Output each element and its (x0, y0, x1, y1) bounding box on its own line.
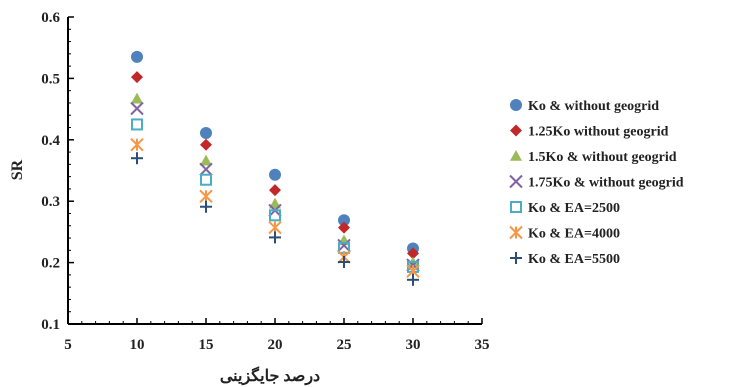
marker-diamond (200, 138, 212, 151)
marker-circle (510, 99, 522, 111)
legend-label: 1.5Ko & without geogrid (528, 150, 677, 165)
legend-marker (510, 252, 522, 264)
marker-square (200, 173, 212, 186)
data-point (269, 184, 281, 197)
marker-square (269, 209, 281, 222)
data-point (338, 221, 350, 234)
x-tick-label: 10 (130, 337, 145, 353)
legend-label: Ko & EA=2500 (528, 201, 620, 216)
data-point (200, 173, 212, 186)
marker-circle (200, 127, 212, 140)
marker-diamond (131, 71, 143, 84)
marker-diamond (338, 221, 350, 234)
marker-x-b (199, 162, 213, 176)
legend-marker (510, 150, 522, 161)
data-point (131, 118, 143, 131)
data-point (130, 138, 144, 152)
legend: Ko & without geogrid 1.25Ko without geogr… (509, 99, 684, 267)
data-point (131, 152, 143, 165)
x-tick-label: 35 (475, 337, 490, 353)
legend-marker (510, 99, 522, 111)
marker-circle (131, 50, 143, 63)
x-tick-label: 25 (337, 337, 352, 353)
marker-x-b (130, 101, 144, 116)
y-tick-label: 0.2 (41, 256, 60, 272)
data-point (199, 189, 213, 203)
marker-circle (338, 214, 350, 227)
marker-diamond (510, 124, 522, 137)
data-point (338, 214, 350, 227)
x-tick-label: 15 (199, 337, 214, 353)
marker-triangle (510, 150, 522, 161)
legend-label: Ko & EA=4000 (528, 227, 620, 242)
data-points (130, 50, 420, 286)
y-tick-label: 0.1 (41, 317, 60, 333)
x-axis-title: درصد جایگزینی (220, 366, 320, 386)
data-point (131, 71, 143, 84)
data-point (200, 138, 212, 151)
marker-circle (269, 168, 281, 181)
data-point (130, 101, 144, 116)
marker-square (131, 118, 143, 131)
legend-marker (509, 174, 523, 189)
legend-label: 1.25Ko without geogrid (528, 125, 669, 140)
data-point (200, 154, 212, 166)
axes: 0.1 0.2 0.3 0.4 0.5 0.6 5 10 15 20 25 30 35 (41, 10, 489, 353)
marker-diamond (407, 247, 419, 260)
data-point (200, 127, 212, 140)
legend-label: Ko & without geogrid (528, 99, 659, 114)
marker-triangle (200, 154, 212, 166)
x-tick-label: 5 (64, 337, 72, 353)
marker-diamond (269, 184, 281, 197)
data-point (407, 273, 419, 286)
x-tick-label: 30 (406, 337, 421, 353)
data-point (269, 209, 281, 222)
data-point (269, 197, 281, 209)
data-point (199, 162, 213, 176)
data-point (131, 50, 143, 63)
y-tick-label: 0.3 (41, 194, 60, 210)
y-tick-label: 0.4 (41, 133, 60, 149)
data-point (269, 168, 281, 181)
x-tick-label: 20 (268, 337, 283, 353)
data-point (338, 255, 350, 268)
marker-triangle (269, 197, 281, 209)
legend-label: Ko & EA=5500 (528, 252, 620, 267)
y-axis-title: SR (9, 159, 26, 180)
y-tick-label: 0.6 (41, 10, 60, 26)
data-point (131, 92, 143, 104)
marker-square (510, 201, 522, 213)
y-tick-label: 0.5 (41, 71, 60, 87)
legend-marker (510, 124, 522, 137)
data-point (200, 200, 212, 213)
legend-marker (509, 225, 523, 240)
legend-marker (510, 201, 522, 213)
data-point (407, 247, 419, 260)
legend-label: 1.75Ko & without geogrid (528, 176, 684, 191)
marker-triangle (131, 92, 143, 104)
data-point (269, 231, 281, 244)
marker-x-b (509, 174, 523, 189)
